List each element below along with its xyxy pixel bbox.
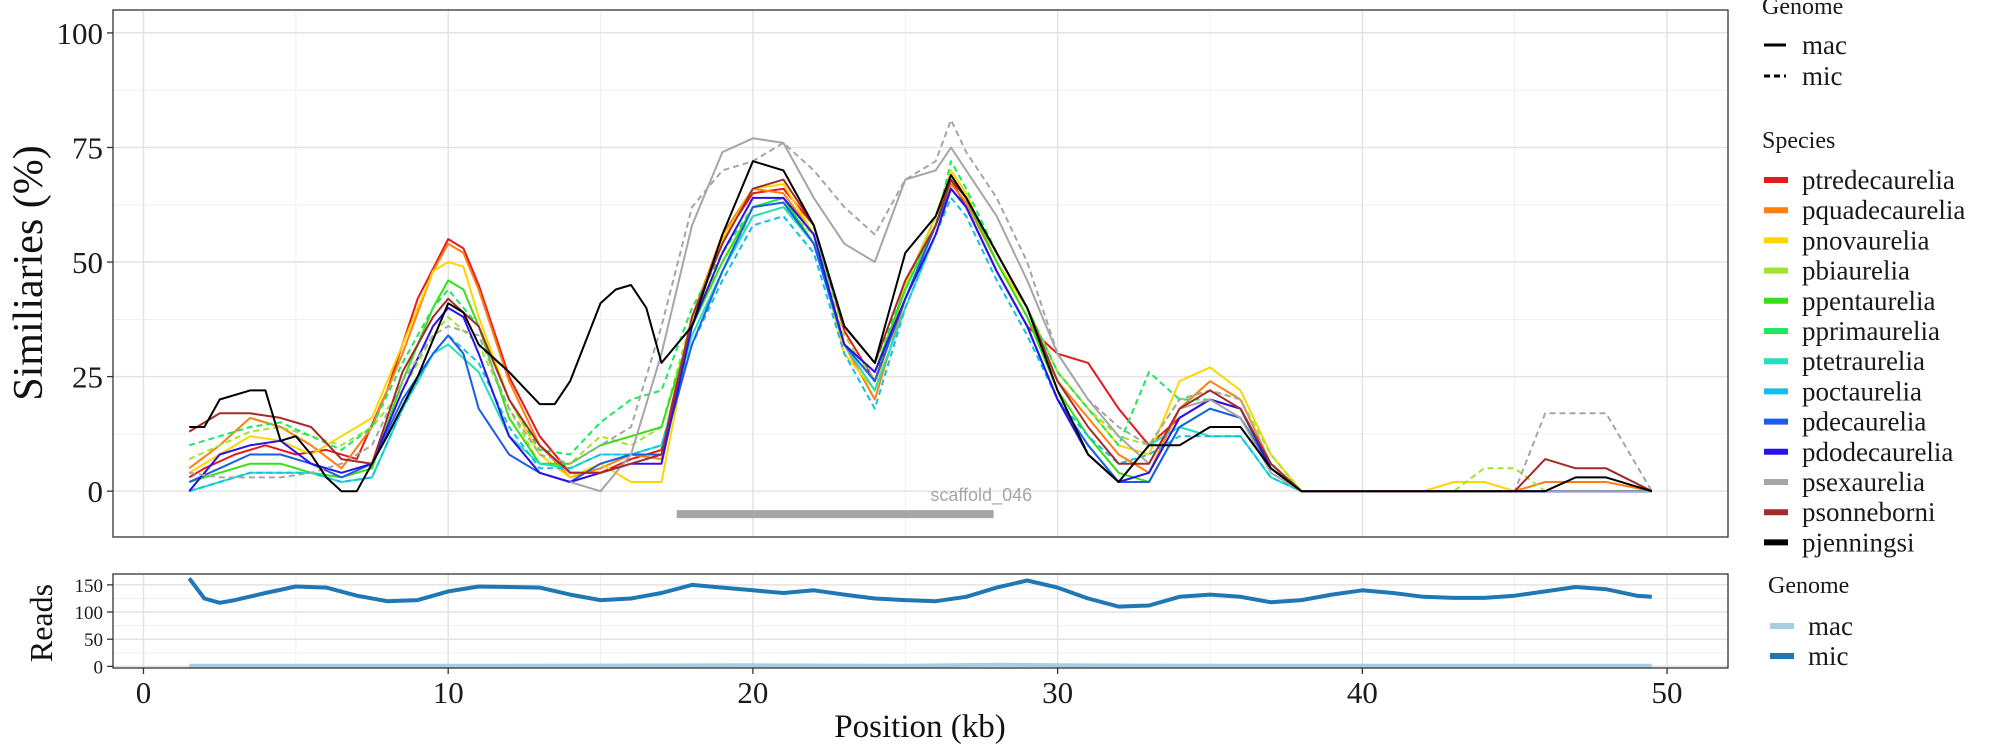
y-tick-label: 75 — [72, 130, 103, 165]
y-tick-label: 100 — [75, 603, 104, 624]
legend-label-pjenningsi: pjenningsi — [1802, 527, 1915, 557]
y-tick-label: 0 — [94, 657, 104, 678]
reads-line-mic — [187, 577, 1652, 609]
y-tick-label: 100 — [57, 16, 104, 51]
legend-label-reads-mic: mic — [1808, 641, 1849, 671]
legend-label-psexaurelia: psexaurelia — [1802, 467, 1925, 497]
legend-label-mac: mac — [1802, 30, 1847, 60]
x-tick-label: 40 — [1347, 675, 1378, 710]
x-tick-label: 0 — [136, 675, 152, 710]
series-line-poctaurelia-mic — [188, 196, 1652, 493]
x-tick-label: 30 — [1042, 675, 1073, 710]
y-tick-label: 50 — [72, 245, 103, 280]
y-tick-label: 25 — [72, 360, 103, 395]
similarity-panel — [107, 9, 1729, 538]
scaffold-label: scaffold_046 — [930, 485, 1032, 506]
x-tick-label: 50 — [1652, 675, 1683, 710]
legend-reads-title: Genome — [1768, 573, 1849, 599]
series-line-pdecaurelia-mac — [188, 187, 1652, 493]
legend-species-title: Species — [1762, 128, 1835, 154]
x-axis-title: Position (kb) — [834, 709, 1005, 745]
legend-label-mic: mic — [1802, 61, 1843, 91]
legend-label-pprimaurelia: pprimaurelia — [1802, 316, 1940, 346]
legend-genome-title: Genome — [1762, 0, 1843, 20]
series-line-pquadecaurelia-mac — [188, 183, 1652, 493]
legend-label-poctaurelia: poctaurelia — [1802, 376, 1922, 406]
legend-label-pdecaurelia: pdecaurelia — [1802, 407, 1926, 437]
reads-panel-background — [113, 574, 1728, 668]
similarity-panel-border — [112, 9, 1729, 538]
legend-label-ptetraurelia: ptetraurelia — [1802, 346, 1925, 376]
legend-label-pbiaurelia: pbiaurelia — [1802, 256, 1910, 286]
x-tick-label: 10 — [433, 675, 464, 710]
series-line-pdodecaurelia-mac — [188, 187, 1652, 493]
reads-line-mac — [189, 662, 1652, 668]
y-axis-title: Similiaries (%) — [6, 145, 52, 400]
legend-label-pnovaurelia: pnovaurelia — [1802, 225, 1929, 255]
reads-panel — [107, 573, 1729, 674]
x-tick-label: 20 — [737, 675, 768, 710]
y-tick-label: 150 — [75, 576, 104, 597]
legend-label-psonneborni: psonneborni — [1802, 497, 1935, 527]
series-line-pprimaurelia-mic — [188, 160, 1652, 493]
y-tick-label: 50 — [84, 630, 103, 651]
series-line-psexaurelia-mac — [569, 137, 1652, 493]
legend-label-reads-mac: mac — [1808, 611, 1853, 641]
legend — [1764, 43, 1794, 659]
legend-label-ptredecaurelia: ptredecaurelia — [1802, 165, 1955, 195]
series-line-pjenningsi-mac — [189, 160, 1653, 493]
legend-label-ppentaurelia: ppentaurelia — [1802, 286, 1935, 316]
reads-y-axis-title: Reads — [23, 584, 59, 662]
legend-label-pdodecaurelia: pdodecaurelia — [1802, 437, 1953, 467]
reads-panel-border — [112, 573, 1729, 669]
y-tick-label: 0 — [88, 474, 104, 509]
legend-label-pquadecaurelia: pquadecaurelia — [1802, 195, 1965, 225]
